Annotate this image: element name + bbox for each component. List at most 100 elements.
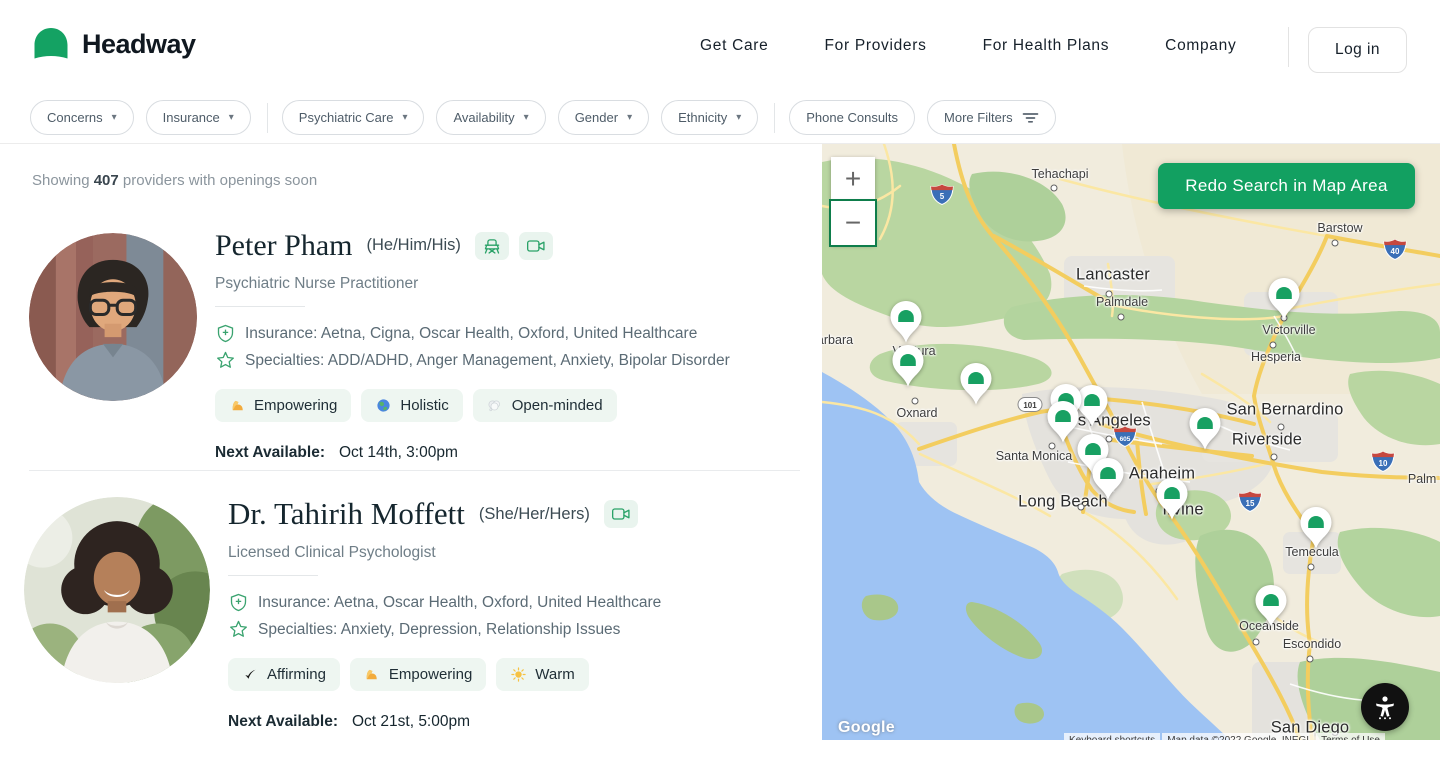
- nav-link-get-care[interactable]: Get Care: [700, 37, 769, 54]
- map-city-dot: [1307, 563, 1315, 571]
- route-shield-40: 40: [1383, 238, 1407, 266]
- chevron-down-icon: ▾: [627, 112, 633, 123]
- nav-link-for-health-plans[interactable]: For Health Plans: [982, 37, 1110, 54]
- filter-label: Concerns: [47, 110, 103, 125]
- provider-name[interactable]: Dr. Tahirih Moffett: [228, 496, 465, 531]
- provider-pronouns: (He/Him/His): [366, 236, 461, 254]
- svg-text:5: 5: [940, 192, 945, 201]
- provider-map-pin[interactable]: [1091, 457, 1125, 501]
- map-city-dot: [911, 397, 919, 405]
- filter-insurance[interactable]: Insurance ▾: [145, 100, 251, 135]
- redo-search-button[interactable]: Redo Search in Map Area: [1158, 163, 1415, 209]
- chevron-down-icon: ▾: [228, 112, 234, 123]
- accessibility-icon: [1376, 696, 1394, 720]
- star-icon: [217, 351, 234, 368]
- provider-name[interactable]: Peter Pham: [215, 229, 353, 262]
- filter-label: Phone Consults: [806, 110, 899, 125]
- route-shield-101: 101: [1017, 397, 1043, 418]
- accessibility-button[interactable]: [1361, 683, 1409, 731]
- provider-map-pin[interactable]: [1075, 384, 1109, 428]
- shield-plus-icon: [230, 593, 247, 612]
- map-attribution-item[interactable]: Map data ©2022 Google, INEGI: [1162, 733, 1315, 740]
- trait-label: Open-minded: [511, 397, 603, 414]
- map-zoom-controls: + −: [829, 157, 877, 247]
- trait-tag-open-minded: Open-minded: [472, 389, 617, 422]
- map-city-dot: [1269, 341, 1277, 349]
- route-shield-15: 15: [1238, 490, 1262, 518]
- provider-map-pin[interactable]: [1254, 584, 1288, 628]
- map-city-dot: [1077, 503, 1085, 511]
- headway-logo[interactable]: Headway: [32, 26, 196, 62]
- filter-more-filters[interactable]: More Filters: [927, 100, 1056, 135]
- trait-label: Holistic: [400, 397, 449, 414]
- map-zoom-out-button[interactable]: −: [829, 199, 877, 247]
- nav-link-company[interactable]: Company: [1165, 37, 1237, 54]
- next-available-value: Oct 14th, 3:00pm: [338, 444, 458, 461]
- filter-bar: Concerns ▾ Insurance ▾ Psychiatric Care ▾ Ava…: [0, 92, 1440, 144]
- svg-text:15: 15: [1246, 499, 1255, 508]
- star-icon: [230, 620, 247, 637]
- map-city-dot: [1277, 423, 1285, 431]
- provider-map-pin[interactable]: [1299, 506, 1333, 550]
- filter-ethnicity[interactable]: Ethnicity ▾: [661, 100, 759, 135]
- filter-gender[interactable]: Gender ▾: [557, 100, 650, 135]
- map-city-dot: [1331, 239, 1339, 247]
- login-button[interactable]: Log in: [1308, 27, 1407, 73]
- provider-photo: [29, 233, 197, 401]
- map-zoom-in-button[interactable]: +: [831, 157, 875, 201]
- provider-map-pin[interactable]: [891, 344, 925, 388]
- trait-tag-empowering: Empowering: [215, 389, 352, 422]
- nav-divider: [1288, 27, 1289, 67]
- nav-link-for-providers[interactable]: For Providers: [824, 37, 927, 54]
- headway-logo-text: Headway: [82, 28, 196, 59]
- trait-tag-empowering: Empowering: [349, 658, 487, 692]
- svg-text:101: 101: [1023, 401, 1037, 410]
- muscle-emoji-icon: [364, 667, 380, 683]
- map-city-dot: [1306, 655, 1314, 663]
- map-pins-layer: [822, 144, 1440, 740]
- sun-emoji-icon: [510, 667, 526, 683]
- trait-label: Affirming: [267, 666, 326, 684]
- card-separator: [29, 470, 800, 471]
- map-city-dot: [1270, 453, 1278, 461]
- provider-map-pin[interactable]: [889, 300, 923, 344]
- map-city-dot: [1105, 290, 1113, 298]
- filter-psychiatric-care[interactable]: Psychiatric Care ▾: [281, 100, 425, 135]
- map-city-dot: [1252, 638, 1260, 646]
- map-container[interactable]: Tehachapi Barstow Lancaster Palmdale Victorv…: [822, 144, 1440, 740]
- provider-title: Psychiatric Nurse Practitioner: [215, 275, 419, 292]
- provider-map-pin[interactable]: [1155, 477, 1189, 521]
- filter-phone-consults[interactable]: Phone Consults: [789, 100, 916, 135]
- route-shield-5: 5: [930, 183, 954, 211]
- map-city-dot: [1117, 313, 1125, 321]
- top-navbar: Headway Get Care For Providers For Health …: [0, 0, 1440, 93]
- trait-tag-holistic: Holistic: [361, 389, 463, 422]
- filter-label: Insurance: [162, 110, 220, 125]
- map-attribution-item[interactable]: Terms of Use: [1316, 733, 1385, 740]
- provider-map-pin[interactable]: [1046, 400, 1080, 444]
- filter-availability[interactable]: Availability ▾: [436, 100, 546, 135]
- provider-pronouns: (She/Her/Hers): [478, 504, 590, 523]
- main-nav: Get Care For Providers For Health Plans Com…: [700, 0, 1236, 92]
- filter-label: Gender: [574, 110, 619, 125]
- filter-lines-icon: [1022, 111, 1039, 124]
- chevron-down-icon: ▾: [402, 112, 408, 123]
- provider-card[interactable]: Peter Pham (He/Him/His) Psychiatric Nurs…: [29, 229, 809, 462]
- provider-map-pin[interactable]: [1188, 407, 1222, 451]
- provider-map-pin[interactable]: [959, 362, 993, 406]
- route-shield-605: 605: [1113, 425, 1137, 453]
- provider-map-pin[interactable]: [1076, 433, 1110, 477]
- trait-label: Warm: [535, 666, 575, 684]
- filter-concerns[interactable]: Concerns ▾: [30, 100, 134, 135]
- filter-label: Availability: [453, 110, 515, 125]
- globe-emoji-icon: [375, 398, 391, 414]
- provider-card[interactable]: Dr. Tahirih Moffett (She/Her/Hers) Licen…: [24, 496, 814, 731]
- provider-title: Licensed Clinical Psychologist: [228, 544, 436, 562]
- specialties-row: Specialties: ADD/ADHD, Anger Management,…: [215, 350, 730, 371]
- shield-plus-icon: [217, 324, 234, 343]
- provider-map-pin[interactable]: [1267, 277, 1301, 321]
- map-attribution-item[interactable]: Keyboard shortcuts: [1064, 733, 1161, 740]
- trait-label: Empowering: [388, 666, 473, 684]
- filter-label: More Filters: [944, 110, 1013, 125]
- headway-logo-icon: [34, 28, 68, 59]
